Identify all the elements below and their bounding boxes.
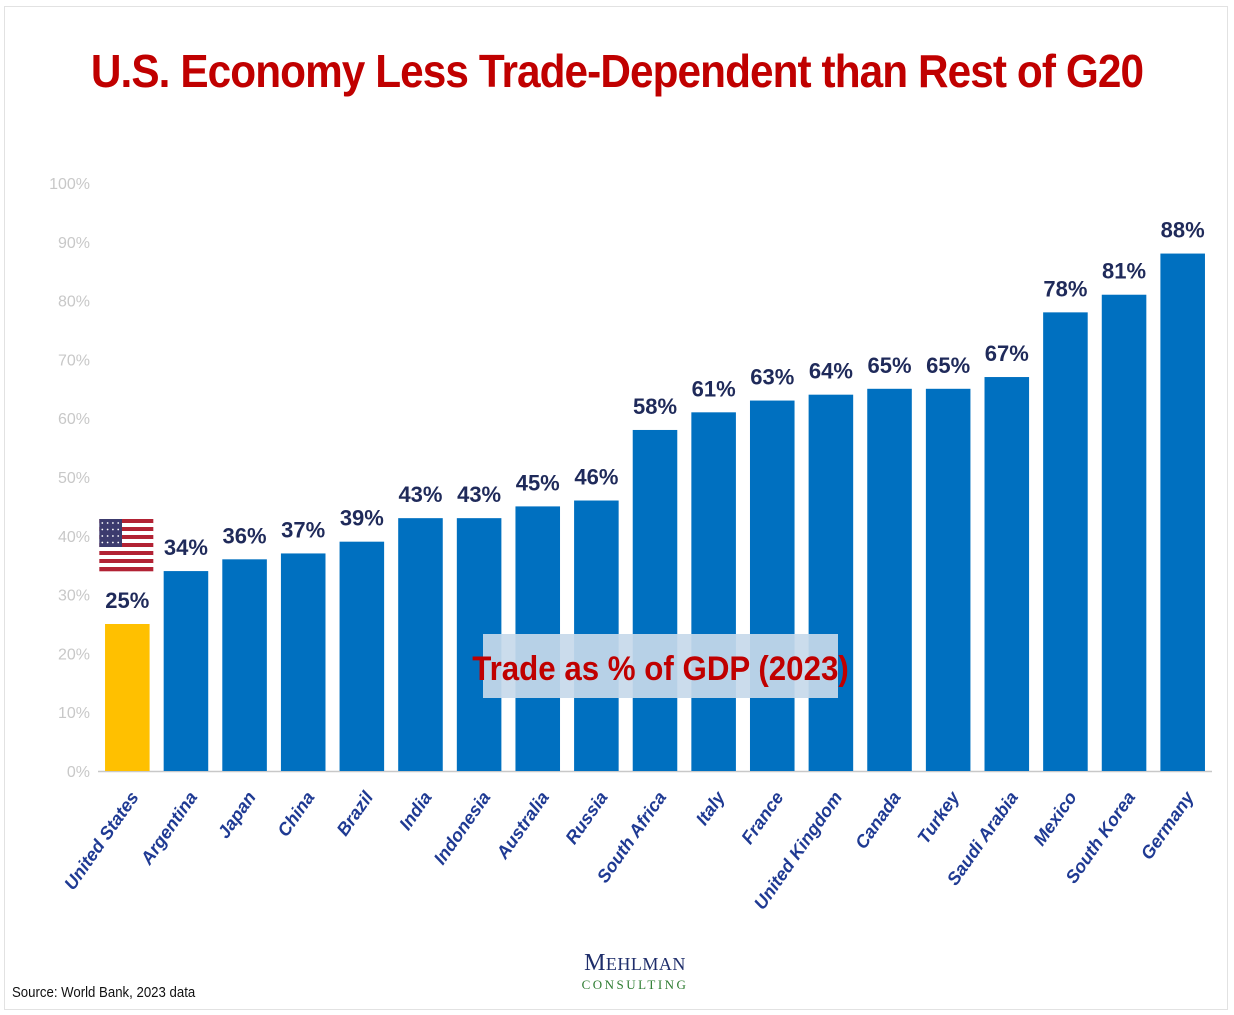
value-label: 43% xyxy=(398,482,442,507)
bar xyxy=(1043,312,1088,771)
value-label: 37% xyxy=(281,517,325,542)
value-label: 63% xyxy=(750,365,794,390)
x-tick-label: Turkey xyxy=(913,787,964,847)
source-note: Source: World Bank, 2023 data xyxy=(12,984,196,1001)
bar xyxy=(339,541,385,771)
bar xyxy=(398,518,443,771)
y-tick-label: 10% xyxy=(58,705,90,722)
mehlman-consulting-logo: MEHLMAN CONSULTING xyxy=(560,950,710,993)
y-tick-label: 90% xyxy=(58,235,90,252)
x-tick-label: India xyxy=(395,788,435,834)
annotation-box xyxy=(483,634,838,698)
y-tick-label: 80% xyxy=(58,294,90,311)
x-tick-label: Italy xyxy=(692,787,730,829)
bar xyxy=(808,394,854,771)
x-tick-label: Brazil xyxy=(333,787,378,839)
x-tick-label: Germany xyxy=(1137,787,1199,863)
y-tick-label: 40% xyxy=(58,529,90,546)
value-label: 39% xyxy=(340,506,384,531)
bar xyxy=(1160,253,1205,771)
bar xyxy=(691,412,736,771)
x-tick-label: Argentina xyxy=(136,788,201,869)
bar xyxy=(867,388,912,771)
value-label: 65% xyxy=(926,353,970,378)
logo-tagline: CONSULTING xyxy=(581,977,689,992)
x-tick-label: Japan xyxy=(214,788,260,842)
value-label: 45% xyxy=(516,470,560,495)
bar xyxy=(984,377,1030,771)
x-tick-label: Russia xyxy=(561,788,611,848)
bar xyxy=(1101,294,1147,771)
value-label: 25% xyxy=(105,588,149,613)
value-label: 88% xyxy=(1161,218,1205,243)
value-label: 65% xyxy=(868,353,912,378)
y-tick-label: 60% xyxy=(58,411,90,428)
y-tick-label: 20% xyxy=(58,646,90,663)
x-tick-label: Canada xyxy=(851,788,905,853)
x-tick-label: Australia xyxy=(492,788,553,863)
y-tick-label: 0% xyxy=(67,764,90,781)
value-label: 46% xyxy=(574,465,618,490)
x-tick-label: United States xyxy=(60,788,142,894)
y-tick-label: 70% xyxy=(58,352,90,369)
value-label: 78% xyxy=(1043,276,1087,301)
y-tick-label: 30% xyxy=(58,588,90,605)
x-tick-label: China xyxy=(273,788,318,840)
annotation-text: Trade as % of GDP (2023) xyxy=(472,649,849,688)
bar xyxy=(632,429,678,771)
chart-title: U.S. Economy Less Trade-Dependent than R… xyxy=(90,45,1144,97)
value-label: 43% xyxy=(457,482,501,507)
chart-frame xyxy=(4,6,1228,1010)
logo-name: EHLMAN xyxy=(605,954,686,974)
logo-initial: M xyxy=(584,950,606,976)
x-tick-label: Mexico xyxy=(1029,788,1080,849)
bar xyxy=(105,624,150,771)
us-flag-icon xyxy=(99,519,154,572)
x-tick-label: France xyxy=(737,788,787,848)
y-tick-label: 50% xyxy=(58,470,90,487)
bar xyxy=(222,559,267,771)
value-label: 36% xyxy=(223,523,267,548)
bar xyxy=(280,553,326,771)
value-label: 58% xyxy=(633,394,677,419)
bar xyxy=(925,388,971,771)
value-label: 61% xyxy=(692,376,736,401)
bar xyxy=(749,400,795,771)
bar xyxy=(163,571,209,771)
value-label: 67% xyxy=(985,341,1029,366)
value-label: 34% xyxy=(164,535,208,560)
value-label: 81% xyxy=(1102,259,1146,284)
y-tick-label: 100% xyxy=(49,176,90,193)
x-tick-label: Indonesia xyxy=(430,788,495,868)
value-label: 64% xyxy=(809,359,853,384)
